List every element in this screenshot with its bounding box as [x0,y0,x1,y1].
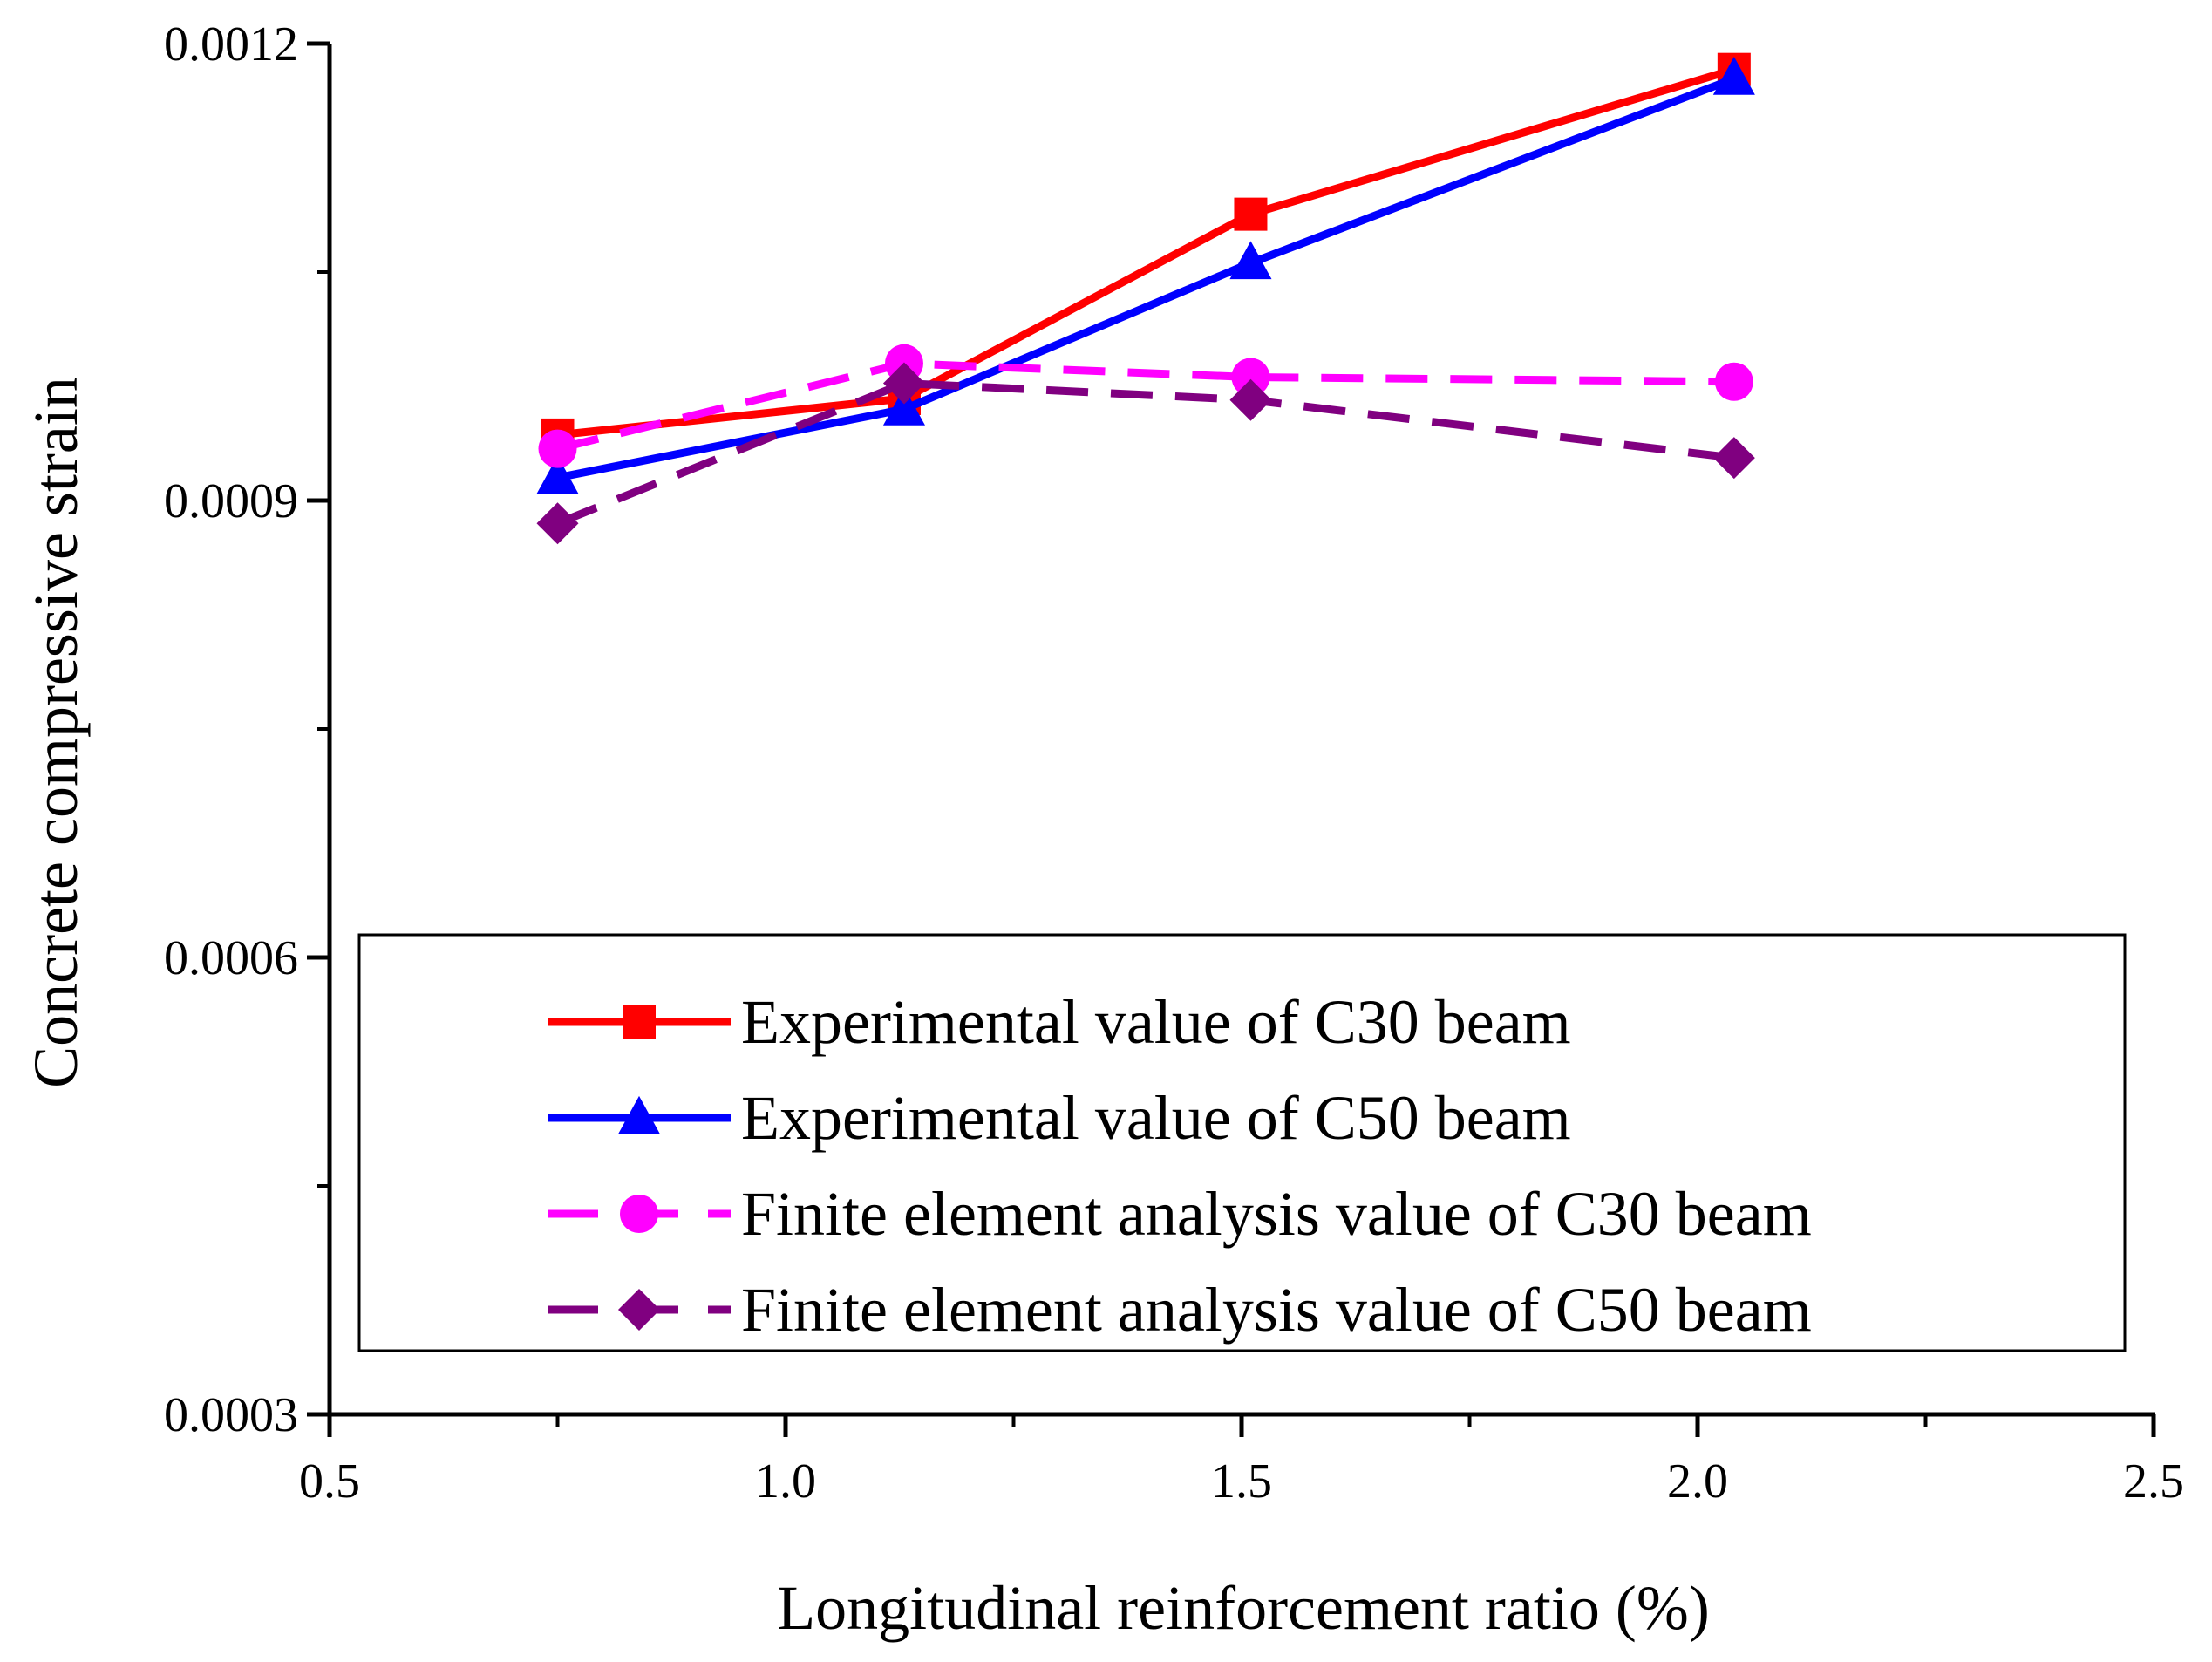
legend-label: Finite element analysis value of C50 bea… [741,1275,1812,1345]
legend-label: Finite element analysis value of C30 bea… [741,1179,1812,1249]
data-point [1234,197,1268,231]
data-point [882,387,926,426]
series-4 [536,362,1755,545]
series-layer [536,52,1755,545]
x-axis-title: Longitudinal reinforcement ratio (%) [777,1573,1710,1643]
x-tick-label: 2.0 [1667,1454,1728,1509]
legend-marker [620,1195,658,1233]
data-point [1229,241,1272,280]
y-tick-label: 0.0009 [164,474,298,528]
data-point [1231,358,1270,397]
legend-label: Experimental value of C30 beam [741,987,1571,1057]
data-point [536,502,579,545]
y-tick-label: 0.0003 [164,1388,298,1442]
legend-entry: Experimental value of C50 beam [548,1083,1571,1153]
y-axis-title: Concrete compressive strain [21,377,91,1088]
legend-entry: Experimental value of C30 beam [548,987,1571,1057]
legend-marker [618,1289,660,1331]
data-point [1229,378,1272,421]
data-point [1712,57,1755,95]
legend-entry: Finite element analysis value of C30 bea… [548,1179,1812,1249]
series-line [557,65,1736,439]
legend-marker [617,1095,661,1134]
data-point [1712,437,1755,480]
series-line [556,74,1736,482]
data-point [536,455,579,494]
y-tick-label: 0.0006 [164,931,298,985]
y-tick-label: 0.0012 [164,17,298,72]
series-line [555,379,1735,528]
legend-marker [623,1005,656,1039]
legend: Experimental value of C30 beam Experiment… [357,933,2127,1352]
legend-label: Experimental value of C50 beam [741,1083,1571,1153]
data-point [538,429,577,468]
series-2 [536,57,1755,494]
legend-entry: Finite element analysis value of C50 bea… [548,1275,1812,1345]
x-tick-label: 0.5 [299,1454,360,1509]
axes: 0.5 1.0 1.5 2.0 2.5 0.0003 0.0006 0.0009 0.0012 [164,17,2184,1509]
x-tick-label: 2.5 [2123,1454,2184,1509]
legend-box [357,933,2127,1352]
data-point [1714,362,1753,401]
x-tick-label: 1.5 [1211,1454,1272,1509]
series-line [556,359,1734,453]
data-point [882,362,925,405]
x-tick-label: 1.0 [755,1454,816,1509]
